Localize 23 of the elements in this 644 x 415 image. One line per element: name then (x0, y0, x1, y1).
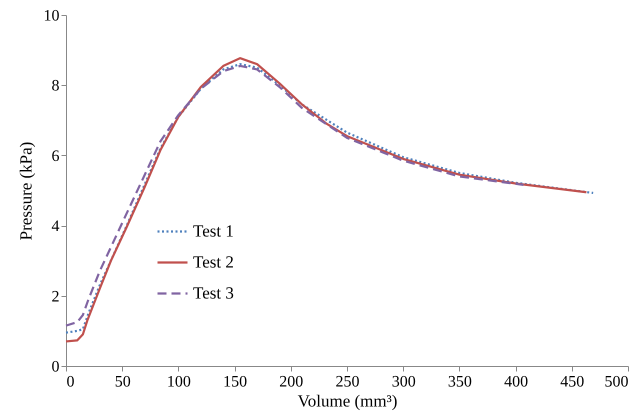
legend-label: Test 3 (193, 284, 234, 302)
x-tick-label: 200 (279, 374, 304, 390)
x-tick-label: 300 (392, 374, 416, 390)
y-tick-label: 0 (52, 358, 60, 376)
x-tick-label: 0 (66, 374, 74, 390)
x-tick-label: 150 (223, 374, 248, 390)
x-tick-label: 250 (336, 374, 360, 390)
x-tick-label: 50 (114, 374, 131, 390)
y-tick-label: 2 (52, 288, 60, 306)
x-tick-label: 350 (448, 374, 472, 390)
x-tick-label: 100 (166, 374, 191, 390)
x-tick-label: 500 (604, 374, 628, 390)
x-axis-title: Volume (mm³) (298, 392, 398, 410)
x-tick-label: 400 (504, 374, 528, 390)
y-axis-title: Pressure (kPa) (16, 142, 36, 240)
y-tick-label: 8 (52, 78, 60, 95)
line-series (64, 64, 525, 327)
legend-label: Test 1 (193, 222, 234, 240)
x-tick-label: 450 (560, 374, 584, 390)
y-tick-label: 4 (52, 218, 60, 236)
y-tick-label: 10 (44, 8, 60, 24)
legend-label: Test 2 (193, 252, 234, 272)
y-tick-label: 6 (52, 148, 60, 165)
